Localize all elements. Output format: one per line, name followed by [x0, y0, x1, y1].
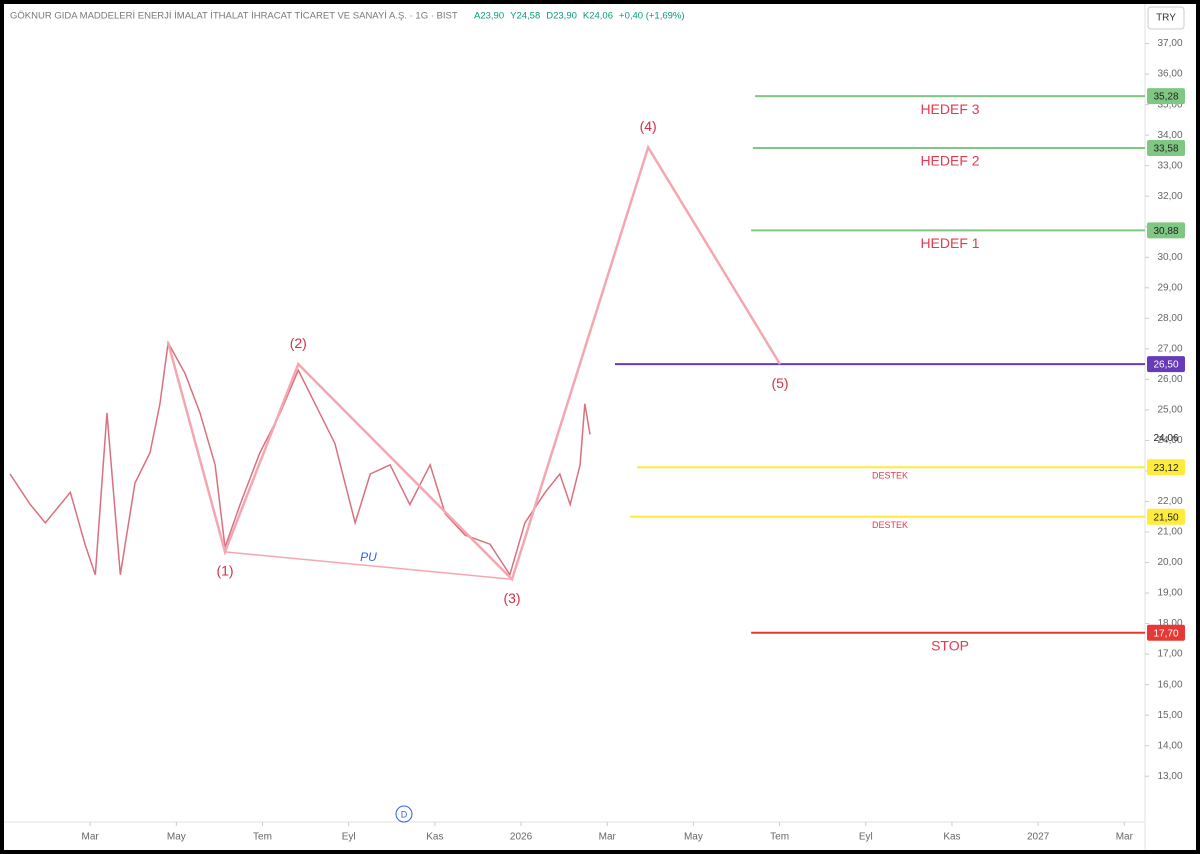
x-tick-label: Kas: [426, 832, 443, 843]
level-tag-label: 17,70: [1153, 628, 1178, 639]
y-tick-label: 35,00: [1157, 99, 1182, 110]
y-tick-label: 25,00: [1157, 405, 1182, 416]
wave-label: (3): [503, 590, 520, 606]
x-tick-label: Kas: [943, 832, 960, 843]
quote-item: A23,90: [474, 11, 504, 22]
x-tick-label: Eyl: [859, 832, 873, 843]
y-tick-label: 36,00: [1157, 69, 1182, 80]
x-tick-label: 2027: [1027, 832, 1050, 843]
level-tag: [1147, 356, 1185, 373]
level-name: HEDEF 1: [920, 235, 979, 251]
wave-label: (2): [290, 335, 307, 351]
x-tick-label: 2026: [510, 832, 533, 843]
level-tag-label: 33,58: [1153, 144, 1178, 155]
level-tag-label: 23,12: [1153, 463, 1178, 474]
level-name: DESTEK: [872, 471, 908, 481]
level-name: HEDEF 3: [920, 101, 979, 117]
y-tick-label: 26,00: [1157, 374, 1182, 385]
y-tick-label: 15,00: [1157, 710, 1182, 721]
level-tag-label: 21,50: [1153, 512, 1178, 523]
wave-line: [166, 144, 782, 582]
y-tick-label: 18,00: [1157, 618, 1182, 629]
quote-item: K24,06: [583, 11, 613, 22]
last-price: 24,06: [1153, 433, 1178, 444]
x-tick-label: May: [684, 832, 703, 843]
y-tick-label: 17,00: [1157, 649, 1182, 660]
currency-box[interactable]: [1147, 6, 1185, 30]
y-tick-label: 37,00: [1157, 38, 1182, 49]
quote-item: D23,90: [546, 11, 577, 22]
x-tick-label: Mar: [82, 832, 100, 843]
badge-circle[interactable]: [395, 805, 413, 823]
y-tick-label: 13,00: [1157, 771, 1182, 782]
level-tag-label: 35,28: [1153, 92, 1178, 103]
level-tag: [1147, 222, 1185, 239]
wave-label: (1): [216, 563, 233, 579]
chart-title: GÖKNUR GIDA MADDELERİ ENERJİ İMALAT İTHA…: [10, 11, 458, 22]
y-tick-label: 29,00: [1157, 282, 1182, 293]
y-tick-label: 22,00: [1157, 496, 1182, 507]
y-tick-label: 20,00: [1157, 557, 1182, 568]
y-tick-label: 34,00: [1157, 130, 1182, 141]
y-tick-label: 32,00: [1157, 191, 1182, 202]
x-tick-label: Mar: [599, 832, 617, 843]
y-tick-label: 30,00: [1157, 252, 1182, 263]
currency: TRY: [1156, 13, 1176, 24]
level-tag: [1147, 88, 1185, 105]
price-line: [9, 340, 591, 577]
x-tick-label: Tem: [253, 832, 272, 843]
y-tick-label: 33,00: [1157, 160, 1182, 171]
y-tick-label: 28,00: [1157, 313, 1182, 324]
level-tag: [1147, 508, 1185, 525]
y-tick-label: 14,00: [1157, 740, 1182, 751]
badge: D: [401, 809, 408, 819]
quote-item: Y24,58: [510, 11, 540, 22]
quote-item: +0,40 (+1,69%): [619, 11, 685, 22]
y-tick-label: 24,00: [1157, 435, 1182, 446]
x-tick-label: Tem: [770, 832, 789, 843]
x-tick-label: Mar: [1116, 832, 1134, 843]
background: [4, 4, 1196, 850]
x-tick-label: Eyl: [342, 832, 356, 843]
pu-line: [224, 551, 513, 581]
level-tag-label: 30,88: [1153, 226, 1178, 237]
y-tick-label: 27,00: [1157, 343, 1182, 354]
x-tick-label: May: [167, 832, 186, 843]
level-name: HEDEF 2: [920, 153, 979, 169]
y-tick-label: 21,00: [1157, 527, 1182, 538]
level-tag: [1147, 139, 1185, 156]
wave-label: (5): [771, 375, 788, 391]
y-tick-label: 16,00: [1157, 679, 1182, 690]
pu-label: PU: [360, 550, 377, 564]
wave-label: (4): [640, 118, 657, 134]
level-tag: [1147, 459, 1185, 476]
level-tag: [1147, 624, 1185, 641]
level-name: STOP: [931, 637, 969, 653]
level-tag-label: 26,50: [1153, 360, 1178, 371]
y-tick-label: 19,00: [1157, 588, 1182, 599]
level-name: DESTEK: [872, 520, 908, 530]
